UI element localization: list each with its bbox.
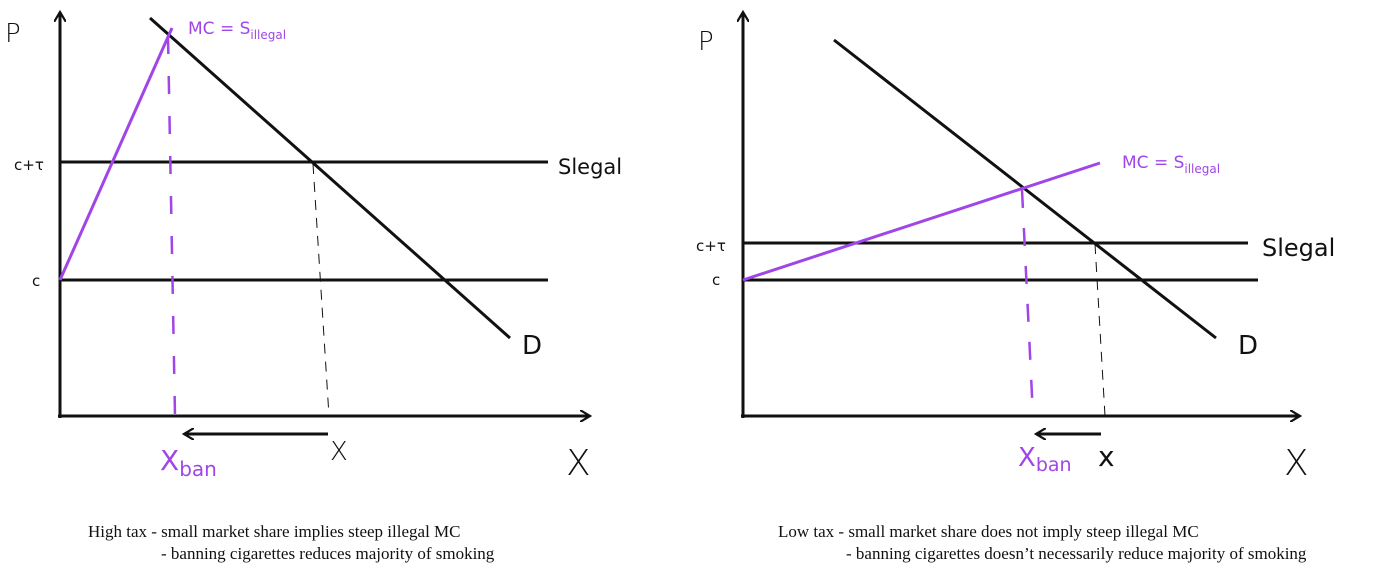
- right-y-axis-label: P: [698, 27, 714, 57]
- right-mc-label: MC = Sillegal: [1122, 153, 1220, 176]
- left-illegal-mc-line: [58, 27, 174, 281]
- left-x-dashed-line: [312, 163, 330, 417]
- left-price-label-upper: c+τ: [14, 156, 44, 174]
- right-caption-line2: - banning cigarettes doesn’t necessarily…: [846, 544, 1307, 563]
- left-xban-label: Xban: [160, 444, 217, 481]
- left-price-label-lower: c: [32, 272, 40, 290]
- right-diagram: P c+τ c Slegal D MC = Sillegal Xban x X …: [696, 12, 1335, 563]
- left-xban-dashed-line: [166, 35, 177, 417]
- right-x-axis-label: X: [1284, 443, 1309, 484]
- right-xban-label: Xban: [1018, 443, 1072, 476]
- right-x-dashed-line: [1094, 243, 1106, 417]
- left-x-label: X: [330, 437, 348, 467]
- right-x-label: x: [1098, 440, 1115, 473]
- left-demand-line: [149, 16, 511, 340]
- left-legal-supply-label: Slegal: [558, 155, 622, 179]
- right-xban-dashed-line: [1020, 189, 1035, 417]
- right-price-label-lower: c: [712, 271, 720, 289]
- right-caption-line1: Low tax - small market share does not im…: [778, 522, 1199, 541]
- left-x-axis-label: X: [566, 443, 591, 484]
- left-demand-label: D: [522, 331, 542, 361]
- right-illegal-mc-line: [742, 161, 1101, 282]
- right-legal-supply-label: Slegal: [1262, 234, 1335, 262]
- left-mc-label: MC = Sillegal: [188, 19, 286, 42]
- right-price-label-upper: c+τ: [696, 237, 726, 255]
- left-y-axis-label: P: [5, 19, 21, 49]
- left-caption-line1: High tax - small market share implies st…: [88, 522, 461, 541]
- left-diagram: P c+τ c Slegal D MC = Sillegal Xban X X …: [5, 12, 622, 563]
- right-demand-label: D: [1238, 331, 1258, 361]
- left-caption-line2: - banning cigarettes reduces majority of…: [161, 544, 495, 563]
